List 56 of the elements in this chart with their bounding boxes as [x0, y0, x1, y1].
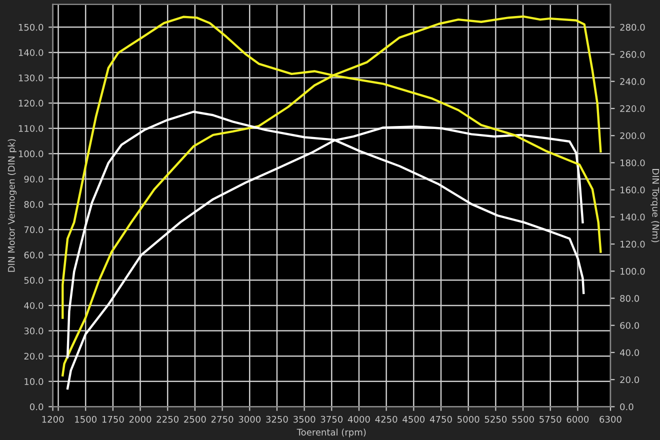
y-tick-label: 110.0: [18, 125, 44, 132]
y2-tick-label: 200.0: [620, 132, 645, 140]
y2-tick-label: 80.0: [620, 294, 640, 302]
y2-tick-label: 260.0: [620, 51, 645, 58]
y2-tick-label: 280.0: [620, 24, 645, 31]
y2-tick-label: 160.0: [620, 186, 645, 194]
x-tick-label: 5250: [484, 416, 507, 423]
x-tick-label: 3750: [320, 416, 343, 423]
y-tick-label: 60.0: [24, 252, 44, 258]
y2-tick-label: 180.0: [620, 159, 645, 166]
x-tick-label: 2000: [129, 416, 152, 423]
y-tick-label: 40.0: [24, 302, 44, 310]
x-tick-label: 4250: [375, 416, 398, 423]
y-tick-label: 70.0: [24, 226, 44, 234]
x-axis-title: Toerental (rpm): [296, 428, 366, 438]
x-tick-label: 5500: [512, 416, 534, 423]
y-tick-label: 10.0: [24, 378, 44, 385]
y2-tick-label: 220.0: [620, 105, 645, 112]
x-tick-label: 6300: [600, 416, 622, 423]
x-tick-label: 2250: [156, 416, 179, 423]
y-tick-label: 100.0: [18, 150, 44, 158]
x-tick-label: 4750: [430, 416, 452, 423]
x-tick-label: 2500: [184, 416, 206, 423]
y2-tick-label: 100.0: [620, 268, 645, 275]
x-tick-label: 2750: [211, 416, 234, 423]
y-tick-label: 90.0: [24, 176, 44, 183]
y2-tick-label: 240.0: [620, 78, 645, 85]
y2-tick-label: 140.0: [620, 214, 645, 220]
y-tick-label: 120.0: [18, 100, 44, 107]
x-tick-label: 1500: [75, 416, 96, 423]
y2-tick-label: 120.0: [620, 240, 645, 248]
y-tick-label: 50.0: [24, 276, 44, 284]
y-tick-label: 20.0: [24, 352, 44, 360]
y-tick-label: 30.0: [24, 328, 44, 334]
y-axis-title: DIN Motor Vermogen (DIN pk): [8, 139, 17, 272]
y2-axis-title: DIN Torque (Nm): [650, 169, 660, 242]
x-tick-label: 3250: [266, 416, 288, 423]
y-tick-label: 150.0: [18, 24, 44, 31]
y-tick-label: 140.0: [18, 49, 44, 56]
y2-tick-label: 0.0: [620, 403, 634, 410]
x-tick-label: 1200: [42, 416, 64, 423]
y2-tick-label: 40.0: [620, 349, 640, 356]
x-tick-label: 3500: [294, 416, 316, 423]
y2-tick-label: 20.0: [620, 376, 640, 384]
x-tick-label: 5750: [540, 416, 562, 423]
x-tick-label: 5000: [458, 416, 480, 423]
y-tick-label: 0.0: [30, 403, 44, 410]
x-tick-label: 3000: [238, 416, 261, 423]
y2-tick-label: 60.0: [620, 322, 640, 329]
x-tick-label: 4000: [348, 416, 370, 423]
x-tick-label: 1750: [102, 416, 124, 423]
x-tick-label: 6000: [566, 416, 589, 423]
y-tick-label: 80.0: [24, 201, 44, 208]
y-tick-label: 130.0: [18, 74, 44, 82]
line-series: [62, 15, 602, 376]
x-tick-label: 4500: [402, 416, 425, 423]
